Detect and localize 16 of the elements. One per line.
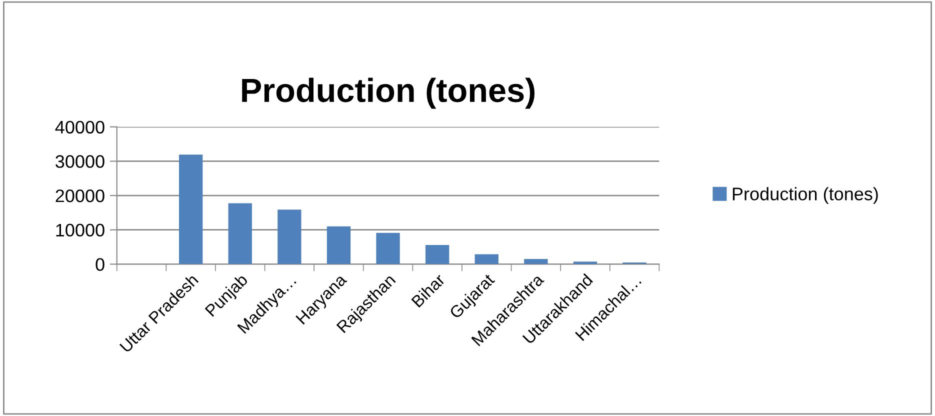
bar — [425, 244, 450, 264]
y-tick-label: 40000 — [55, 120, 104, 134]
y-tick-label: 30000 — [56, 155, 104, 168]
chart-title: Production (tones) — [242, 78, 535, 109]
y-tick-label: 0 — [96, 258, 104, 271]
y-tick-label: 10000 — [56, 224, 104, 237]
bar — [573, 262, 598, 264]
bar — [524, 259, 548, 264]
bar — [376, 232, 400, 264]
bar — [474, 254, 498, 264]
y-tick-label: 20000 — [56, 189, 104, 202]
bar — [326, 226, 351, 264]
legend-label: Production (tones) — [732, 187, 878, 204]
bar — [178, 154, 203, 264]
bar — [278, 210, 302, 264]
bar — [228, 203, 252, 264]
